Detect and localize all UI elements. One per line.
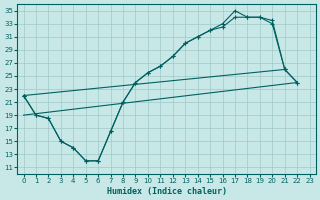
X-axis label: Humidex (Indice chaleur): Humidex (Indice chaleur) — [107, 187, 227, 196]
